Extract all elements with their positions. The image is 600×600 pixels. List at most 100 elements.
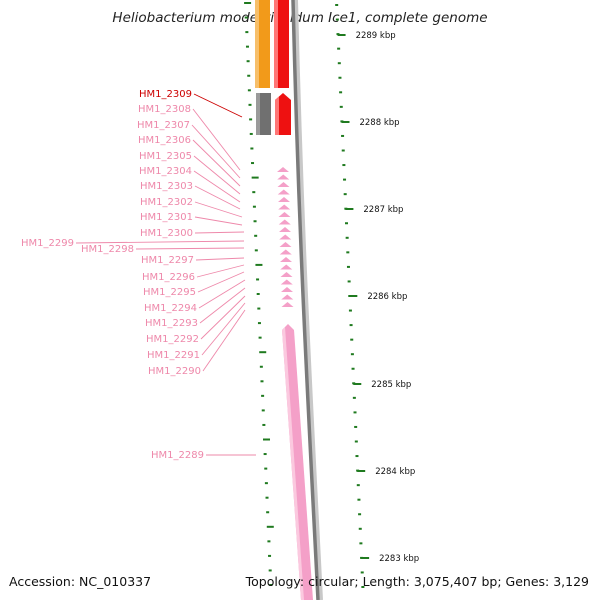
- gene-label[interactable]: HM1_2302: [140, 197, 193, 208]
- gray-gene-hm1-2309: [256, 93, 271, 135]
- tick-mark: [254, 249, 258, 252]
- scale-label: 2284 kbp: [375, 467, 415, 477]
- tick-mark: [345, 236, 349, 239]
- leader-line: [192, 139, 241, 187]
- tick-mark: [246, 60, 250, 63]
- tick-mark: [341, 149, 345, 152]
- gene-label[interactable]: HM1_2306: [138, 135, 191, 146]
- tick-mark: [350, 353, 354, 356]
- tick-mark: [360, 571, 364, 574]
- tick-mark: [259, 351, 267, 354]
- topology-label: Topology: circular; Length: 3,075,407 bp…: [245, 574, 589, 589]
- leader-line: [193, 93, 243, 118]
- scale-major-tick: [357, 470, 366, 472]
- gene-label[interactable]: HM1_2305: [139, 151, 192, 162]
- gene-label[interactable]: HM1_2290: [148, 366, 201, 377]
- tick-mark: [258, 336, 262, 339]
- pink-gene-arrow: [280, 264, 293, 270]
- tick-mark: [252, 191, 256, 194]
- leader-line: [135, 247, 245, 250]
- pink-gene-arrow: [281, 287, 293, 292]
- gene-label[interactable]: HM1_2289: [151, 450, 204, 461]
- gene-label[interactable]: HM1_2303: [140, 181, 193, 192]
- leader-line: [194, 216, 243, 226]
- tick-mark: [268, 569, 272, 572]
- tick-mark: [257, 322, 261, 325]
- tick-mark: [266, 525, 274, 528]
- tick-mark: [244, 16, 248, 19]
- tick-mark: [342, 164, 346, 167]
- tick-mark: [358, 513, 362, 516]
- leader-line: [199, 287, 246, 324]
- red-gene-block: [274, 0, 289, 88]
- pink-gene-arrow: [280, 257, 292, 262]
- leader-line: [75, 240, 245, 244]
- tick-mark: [335, 4, 339, 6]
- tick-mark: [337, 62, 341, 65]
- gene-label[interactable]: HM1_2298: [81, 244, 134, 255]
- tick-mark: [353, 411, 357, 414]
- scale-major-tick: [353, 383, 362, 385]
- gene-label[interactable]: HM1_2307: [137, 120, 190, 131]
- tick-mark: [264, 482, 268, 485]
- leader-line: [194, 231, 245, 234]
- leader-line: [200, 295, 246, 340]
- tick-mark: [250, 147, 254, 150]
- tick-mark: [253, 220, 257, 223]
- scale-label: 2285 kbp: [371, 380, 411, 390]
- leader-line: [202, 309, 246, 372]
- scale-major-tick: [361, 557, 370, 559]
- tick-mark: [264, 467, 268, 470]
- pink-gene-arrow: [281, 294, 294, 300]
- gene-label[interactable]: HM1_2300: [140, 228, 193, 239]
- pink-gene-arrow: [280, 272, 293, 277]
- tick-mark: [254, 234, 258, 237]
- gene-label[interactable]: HM1_2309: [139, 89, 192, 100]
- gene-label[interactable]: HM1_2304: [139, 166, 192, 177]
- gene-label[interactable]: HM1_2297: [141, 255, 194, 266]
- outer-backbone-shadow: [294, 0, 323, 600]
- pink-gene-arrow: [277, 167, 289, 172]
- leader-line: [196, 264, 245, 278]
- tick-mark: [347, 280, 351, 283]
- tick-mark: [267, 540, 271, 543]
- pink-gene-arrow: [278, 212, 291, 217]
- left-tick-track: [244, 2, 274, 586]
- gene-label[interactable]: HM1_2294: [144, 303, 197, 314]
- tick-mark: [338, 76, 342, 79]
- scale-label: 2283 kbp: [379, 554, 419, 564]
- gene-label[interactable]: HM1_2293: [145, 318, 198, 329]
- tick-mark: [245, 45, 249, 48]
- tick-mark: [341, 134, 345, 137]
- scale-major-tick: [349, 295, 358, 297]
- pink-gene-arrow: [279, 242, 292, 247]
- pink-gene-arrow: [278, 204, 291, 210]
- tick-mark: [335, 18, 339, 21]
- tick-mark: [354, 425, 358, 428]
- leader-line-group: [75, 93, 256, 456]
- tick-mark: [257, 307, 261, 310]
- gene-label[interactable]: HM1_2301: [140, 212, 193, 223]
- gene-label[interactable]: HM1_2296: [142, 272, 195, 283]
- gene-label[interactable]: HM1_2308: [138, 104, 191, 115]
- pink-gene-arrow: [277, 174, 290, 180]
- gene-label[interactable]: HM1_2295: [143, 287, 196, 298]
- tick-mark: [260, 380, 264, 383]
- gene-label[interactable]: HM1_2291: [147, 350, 200, 361]
- scale-major-tick: [341, 121, 350, 123]
- gene-label[interactable]: HM1_2292: [146, 334, 199, 345]
- tick-mark: [354, 440, 358, 443]
- leader-line: [198, 279, 246, 309]
- tick-mark: [265, 496, 269, 499]
- gene-label[interactable]: HM1_2299: [21, 238, 74, 249]
- tick-mark: [269, 584, 273, 586]
- tick-mark: [337, 47, 341, 50]
- tick-mark: [346, 265, 350, 268]
- gene-label-group: HM1_2309 HM1_2308 HM1_2307 HM1_2306 HM1_2305…: [21, 89, 204, 461]
- leader-line: [193, 170, 241, 203]
- pink-gene-arrow: [279, 227, 291, 232]
- leader-line: [193, 155, 241, 195]
- pink-gene-arrow: [278, 197, 290, 202]
- leader-line: [194, 201, 243, 218]
